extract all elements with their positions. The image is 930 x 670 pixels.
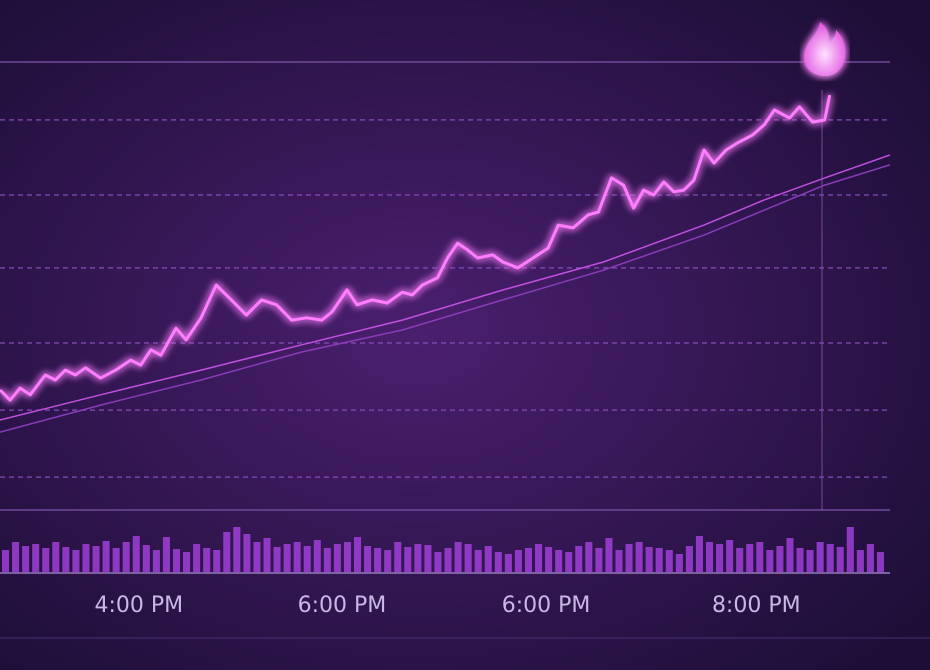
volume-bar [42, 548, 50, 572]
volume-bar [283, 544, 291, 572]
volume-bar [464, 544, 472, 572]
volume-bar [253, 542, 261, 572]
x-tick-label: 8:00 PM [712, 593, 801, 618]
volume-bar [162, 537, 170, 572]
volume-bar [776, 546, 784, 572]
volume-bar [474, 550, 482, 572]
volume-bar [494, 552, 502, 572]
volume-bar [846, 527, 854, 572]
volume-bar [112, 548, 120, 572]
volume-bar [484, 546, 492, 572]
volume-bar [736, 548, 744, 572]
volume-bar [595, 548, 603, 572]
volume-bar [575, 546, 583, 572]
volume-bar [625, 544, 633, 572]
volume-bar [12, 542, 20, 572]
volume-bar [514, 550, 522, 572]
volume-bar [172, 549, 181, 572]
volume-bar [786, 538, 794, 572]
volume-bar [343, 542, 351, 572]
volume-bar [303, 546, 311, 572]
volume-bar [605, 538, 613, 572]
flame-icon [804, 22, 846, 76]
volume-bar [434, 552, 442, 572]
volume-bar [876, 552, 884, 572]
volume-bar [705, 542, 714, 572]
volume-bar [444, 548, 452, 572]
volume-bar [2, 550, 10, 572]
volume-bar [243, 534, 251, 572]
volume-bar [454, 542, 462, 572]
volume-bar [695, 536, 703, 572]
volume-bar [394, 542, 402, 572]
volume-bar [193, 544, 201, 572]
volume-bar [142, 545, 150, 572]
volume-bar [836, 547, 844, 572]
volume-bar [645, 547, 653, 572]
volume-bar [716, 544, 724, 572]
volume-bar [826, 544, 834, 572]
x-tick-label: 6:00 PM [298, 593, 387, 618]
volume-bar [665, 550, 673, 572]
volume-bar [82, 544, 90, 572]
volume-bar [293, 542, 301, 572]
volume-bar [152, 550, 160, 572]
line-series [0, 164, 891, 433]
volume-bar [384, 550, 392, 572]
volume-bar [364, 546, 372, 572]
volume-bar [72, 550, 80, 572]
volume-bar [62, 547, 70, 572]
volume-bar [22, 546, 30, 572]
volume-bar [615, 550, 623, 572]
x-tick-label: 4:00 PM [94, 593, 183, 618]
volume-bar [32, 544, 40, 572]
volume-bar [183, 552, 191, 572]
volume-bar [203, 548, 211, 572]
volume-bar [504, 554, 512, 572]
volume-bar [685, 546, 693, 572]
volume-bar [535, 544, 543, 572]
volume-bar [585, 542, 593, 572]
volume-bar [756, 542, 764, 572]
volume-bar [766, 550, 774, 572]
line-series [0, 154, 891, 421]
volume-bar [102, 541, 110, 572]
volume-bar [374, 548, 382, 572]
volume-bar [52, 542, 60, 572]
volume-bar [424, 545, 432, 572]
volume-bar [806, 550, 814, 572]
volume-bar [92, 546, 100, 572]
volume-bar [213, 550, 221, 572]
volume-bar [313, 540, 321, 572]
volume-bar [223, 532, 231, 572]
volume-bar [524, 548, 533, 572]
volume-bar [323, 548, 331, 572]
volume-bar [796, 548, 804, 572]
volume-bar [263, 538, 271, 572]
volume-bar [816, 542, 824, 572]
volume-bar [635, 542, 643, 572]
volume-bar [233, 527, 241, 572]
volume-bar [746, 544, 754, 572]
volume-bar [353, 537, 362, 572]
volume-bar [414, 544, 422, 572]
x-tick-label: 6:00 PM [502, 593, 591, 618]
volume-bar [565, 552, 573, 572]
volume-bar [856, 550, 864, 572]
volume-bar [726, 540, 734, 572]
volume-bar [333, 544, 341, 572]
volume-bar [555, 550, 563, 572]
volume-bar [132, 536, 140, 572]
line-series [0, 94, 832, 402]
volume-bar [545, 547, 553, 572]
volume-bar [404, 547, 412, 572]
volume-bar [122, 542, 130, 572]
volume-bar [273, 547, 281, 572]
volume-bar [675, 554, 683, 572]
volume-bar [655, 548, 663, 572]
volume-bar [866, 544, 874, 572]
plot: 4:00 PM 6:00 PM 6:00 PM 8:00 PM [0, 94, 891, 618]
